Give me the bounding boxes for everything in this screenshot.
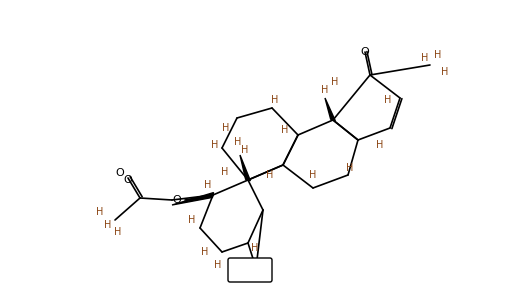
Text: H: H: [204, 180, 212, 190]
Text: H: H: [222, 123, 230, 133]
Text: H: H: [384, 95, 392, 105]
Text: H: H: [222, 167, 229, 177]
Text: O: O: [172, 195, 182, 205]
Text: H: H: [236, 270, 244, 280]
Text: H: H: [434, 50, 442, 60]
Text: H: H: [331, 77, 339, 87]
Text: H: H: [376, 140, 384, 150]
Text: O: O: [116, 168, 124, 178]
Text: H: H: [421, 53, 429, 63]
Text: H: H: [281, 125, 288, 135]
FancyBboxPatch shape: [228, 258, 272, 282]
Text: H: H: [251, 243, 259, 253]
Text: H: H: [211, 140, 219, 150]
Text: H: H: [441, 67, 449, 77]
Polygon shape: [240, 155, 250, 181]
Text: H: H: [234, 137, 242, 147]
Text: Aεs: Aεs: [241, 265, 259, 275]
Polygon shape: [325, 98, 335, 121]
Text: H: H: [214, 260, 222, 270]
Text: H: H: [241, 145, 249, 155]
Text: H: H: [114, 227, 122, 237]
Text: H: H: [321, 85, 329, 95]
Text: H: H: [104, 220, 112, 230]
Text: O: O: [124, 175, 132, 185]
Text: H: H: [346, 163, 354, 173]
Text: H: H: [201, 247, 209, 257]
Text: H: H: [266, 170, 274, 180]
Text: H: H: [309, 170, 317, 180]
Text: H: H: [188, 215, 196, 225]
Text: O: O: [360, 47, 370, 57]
Polygon shape: [172, 193, 213, 205]
Text: H: H: [96, 207, 104, 217]
Text: H: H: [271, 95, 279, 105]
